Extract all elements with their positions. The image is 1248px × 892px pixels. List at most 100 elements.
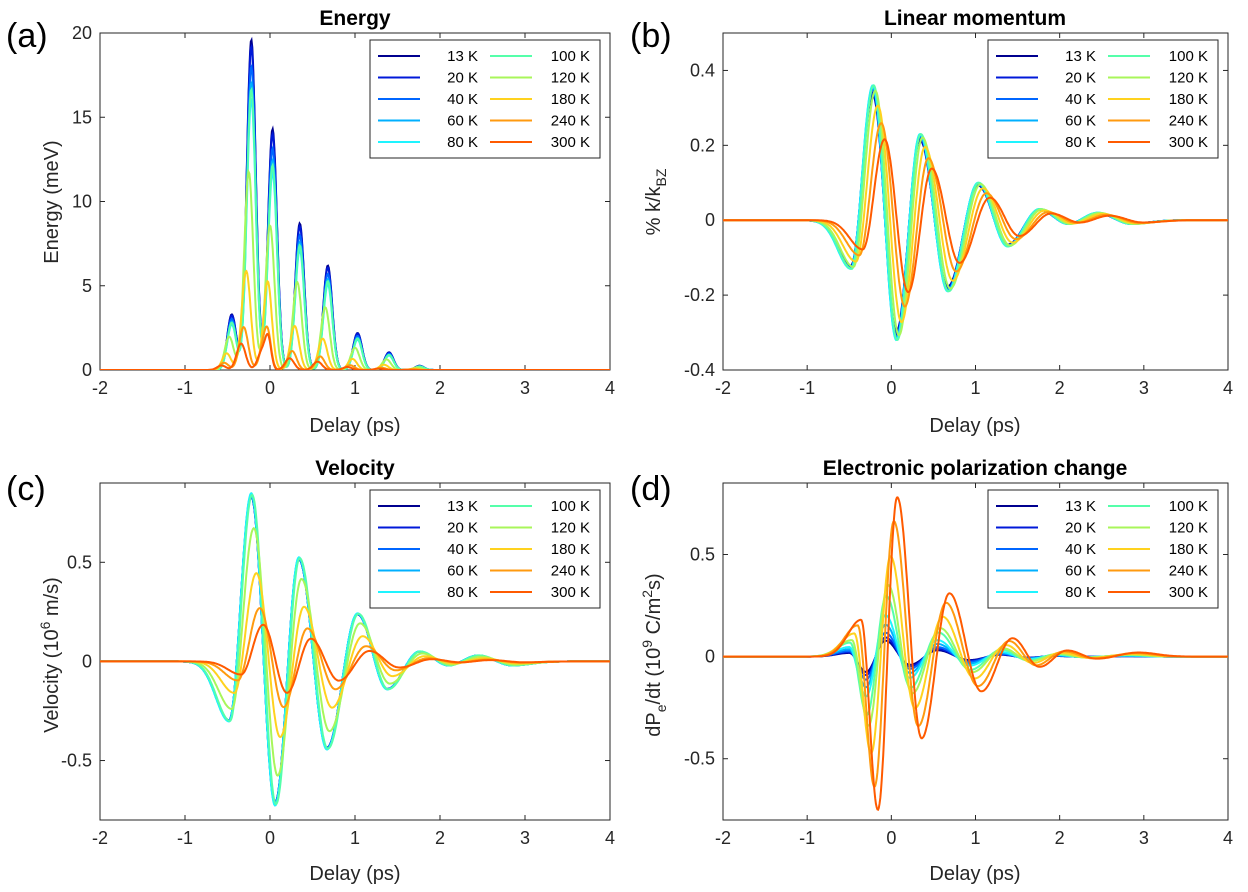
chart-title-energy: Energy (319, 7, 391, 30)
x-axis-label-c: Delay (ps) (309, 863, 400, 885)
legend-label: 13 K (1065, 48, 1096, 65)
legend-label: 80 K (447, 134, 478, 151)
legend: 13 K 20 K 40 K 60 K 80 K 100 K 120 K 180 K 240 K… (987, 489, 1219, 609)
legend-label: 13 K (447, 498, 478, 515)
y-tick-label: 0 (82, 360, 92, 380)
series-line-100k (100, 86, 610, 370)
legend-label: 80 K (1065, 584, 1096, 601)
x-axis-label-a: Delay (ps) (309, 415, 400, 437)
legend-label: 100 K (1169, 498, 1208, 515)
legend-label: 40 K (447, 541, 478, 558)
legend-label: 20 K (1065, 520, 1096, 537)
panel-electronic-polarization: (d) Electronic polarization change Delay… (630, 457, 1233, 885)
x-tick-label: 4 (1223, 828, 1233, 848)
y-tick-label: 10 (72, 192, 92, 212)
legend-label: 60 K (447, 563, 478, 580)
panel-letter-c: (c) (6, 470, 46, 508)
y-tick-label: -0.5 (684, 749, 715, 769)
x-tick-label: -2 (715, 828, 731, 848)
x-tick-label: 4 (605, 828, 615, 848)
legend-label: 20 K (447, 520, 478, 537)
x-tick-label: 0 (886, 828, 896, 848)
plot-area-a: -2 -1 0 1 2 3 4 0 5 10 15 20 13 K 20 K 40 K 60 K 80 K 100… (72, 23, 615, 398)
series-line-120k (100, 168, 610, 370)
legend-label: 80 K (1065, 134, 1096, 151)
legend-label: 240 K (551, 563, 590, 580)
x-tick-label: -1 (177, 828, 193, 848)
legend-label: 300 K (551, 584, 590, 601)
x-axis-label-d: Delay (ps) (929, 863, 1020, 885)
legend-label: 60 K (1065, 563, 1096, 580)
x-tick-label: -2 (92, 378, 108, 398)
chart-title-linear-momentum: Linear momentum (884, 7, 1066, 30)
series-line-240k (100, 607, 610, 709)
x-tick-label: -1 (799, 378, 815, 398)
x-tick-label: 1 (970, 828, 980, 848)
x-tick-label: -2 (92, 828, 108, 848)
legend-label: 240 K (1169, 113, 1208, 130)
series-line-240k (100, 325, 610, 370)
x-tick-label: 2 (1055, 378, 1065, 398)
legend-label: 180 K (551, 541, 590, 558)
legend-label: 120 K (551, 520, 590, 537)
x-tick-label: 1 (350, 378, 360, 398)
legend-label: 100 K (1169, 48, 1208, 65)
plot-area-d: -2 -1 0 1 2 3 4 -0.5 0 0.5 13 K 20 K 40 K 60 K 80 K 100… (684, 482, 1233, 848)
y-tick-label: 0 (82, 651, 92, 671)
legend: 13 K 20 K 40 K 60 K 80 K 100 K 120 K 180 K 240 K… (369, 39, 601, 159)
x-tick-label: 2 (435, 378, 445, 398)
legend-label: 120 K (1169, 520, 1208, 537)
legend: 13 K 20 K 40 K 60 K 80 K 100 K 120 K 180 K 240 K… (369, 489, 601, 609)
y-axis-label-b: % k/kBZ (643, 168, 669, 235)
legend-label: 40 K (1065, 91, 1096, 108)
plot-area-c: -2 -1 0 1 2 3 4 -0.5 0 0.5 13 K 20 K 40 K 60 K 80 K 100… (61, 482, 615, 848)
x-tick-label: 4 (1223, 378, 1233, 398)
chart-title-velocity: Velocity (315, 457, 395, 480)
x-tick-label: 1 (350, 828, 360, 848)
x-tick-label: 3 (1139, 828, 1149, 848)
chart-title-electronic-polarization: Electronic polarization change (823, 457, 1128, 480)
legend-label: 60 K (1065, 113, 1096, 130)
legend-label: 180 K (551, 91, 590, 108)
x-tick-label: 3 (1139, 378, 1149, 398)
legend-label: 80 K (447, 584, 478, 601)
y-axis-label-c: Velocity (106 m/s) (37, 577, 63, 733)
y-tick-label: 20 (72, 23, 92, 43)
x-tick-label: 3 (520, 378, 530, 398)
legend-label: 20 K (447, 70, 478, 87)
x-tick-label: 3 (520, 828, 530, 848)
series-line-180k (100, 269, 610, 370)
legend: 13 K 20 K 40 K 60 K 80 K 100 K 120 K 180 K 240 K… (987, 39, 1219, 159)
y-tick-label: 0.5 (690, 544, 715, 564)
y-tick-label: 0 (705, 647, 715, 667)
y-tick-label: 0.5 (67, 552, 92, 572)
x-tick-label: 0 (265, 828, 275, 848)
panel-linear-momentum: (b) Linear momentum Delay (ps) % k/kBZ -… (630, 7, 1233, 437)
x-axis-label-b: Delay (ps) (929, 415, 1020, 437)
series-line-300k (723, 138, 1228, 294)
legend-label: 40 K (1065, 541, 1096, 558)
series-line-300k (100, 332, 610, 370)
legend-label: 300 K (1169, 134, 1208, 151)
legend-label: 13 K (447, 48, 478, 65)
y-tick-label: -0.5 (61, 751, 92, 771)
legend-label: 300 K (551, 134, 590, 151)
y-tick-label: 15 (72, 107, 92, 127)
legend-label: 60 K (447, 113, 478, 130)
y-tick-label: -0.4 (684, 360, 715, 380)
panel-energy: (a) Energy Delay (ps) Energy (meV) -2 -1 0… (6, 7, 615, 437)
x-tick-label: 2 (1055, 828, 1065, 848)
y-tick-label: 0.4 (690, 60, 715, 80)
legend-label: 300 K (1169, 584, 1208, 601)
legend-label: 180 K (1169, 541, 1208, 558)
legend-label: 240 K (1169, 563, 1208, 580)
y-tick-label: -0.2 (684, 285, 715, 305)
y-axis-label-a: Energy (meV) (41, 140, 63, 263)
y-tick-label: 5 (82, 276, 92, 296)
panel-velocity: (c) Velocity Delay (ps) Velocity (106 m/… (6, 457, 615, 885)
x-tick-label: 0 (265, 378, 275, 398)
legend-label: 180 K (1169, 91, 1208, 108)
legend-label: 100 K (551, 48, 590, 65)
legend-label: 13 K (1065, 498, 1096, 515)
